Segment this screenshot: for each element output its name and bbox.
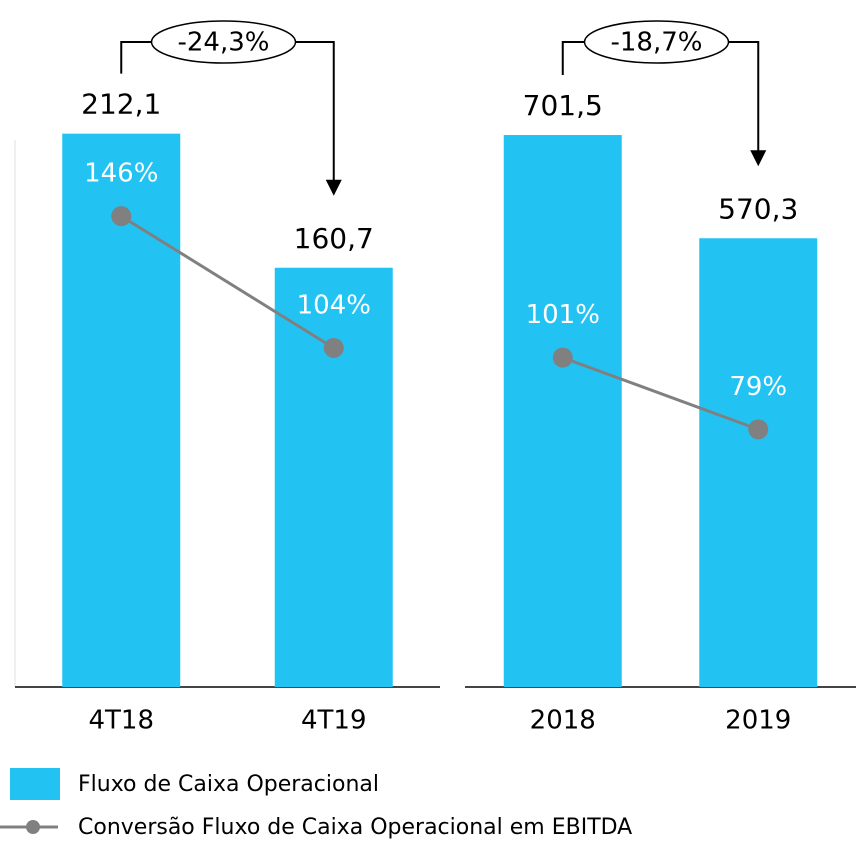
legend-swatch-marker bbox=[26, 820, 40, 834]
x-tick-label: 2019 bbox=[725, 706, 791, 736]
line-marker bbox=[552, 347, 573, 368]
bar-value-label: 570,3 bbox=[718, 192, 798, 225]
line-value-label: 104% bbox=[297, 290, 371, 320]
line-marker bbox=[323, 337, 344, 358]
bar bbox=[503, 135, 622, 688]
bar bbox=[699, 238, 818, 687]
line-marker bbox=[748, 419, 769, 440]
annotation-ellipse bbox=[150, 20, 297, 64]
legend-label: Conversão Fluxo de Caixa Operacional em … bbox=[78, 815, 632, 840]
line-value-label: 146% bbox=[84, 159, 158, 189]
x-tick-label: 4T18 bbox=[88, 706, 154, 736]
annotation-arrowhead bbox=[750, 150, 767, 167]
line bbox=[120, 214, 335, 350]
x-tick-label: 4T19 bbox=[301, 706, 367, 736]
line-value-label: 79% bbox=[729, 372, 787, 402]
annotation-label: -18,7% bbox=[611, 28, 703, 58]
legend-swatch-bar bbox=[10, 768, 60, 800]
bar-value-label: 160,7 bbox=[294, 222, 374, 255]
x-tick-label: 2018 bbox=[530, 706, 596, 736]
line bbox=[562, 356, 759, 431]
bar bbox=[274, 267, 393, 687]
bar-value-label: 212,1 bbox=[81, 88, 161, 121]
line-marker bbox=[111, 206, 132, 227]
bar-value-label: 701,5 bbox=[523, 89, 603, 122]
line-value-label: 101% bbox=[526, 300, 600, 330]
annotation-label: -24,3% bbox=[178, 28, 270, 58]
annotation-ellipse bbox=[583, 20, 730, 64]
legend-label: Fluxo de Caixa Operacional bbox=[78, 772, 379, 797]
annotation-arrowhead bbox=[325, 179, 342, 196]
